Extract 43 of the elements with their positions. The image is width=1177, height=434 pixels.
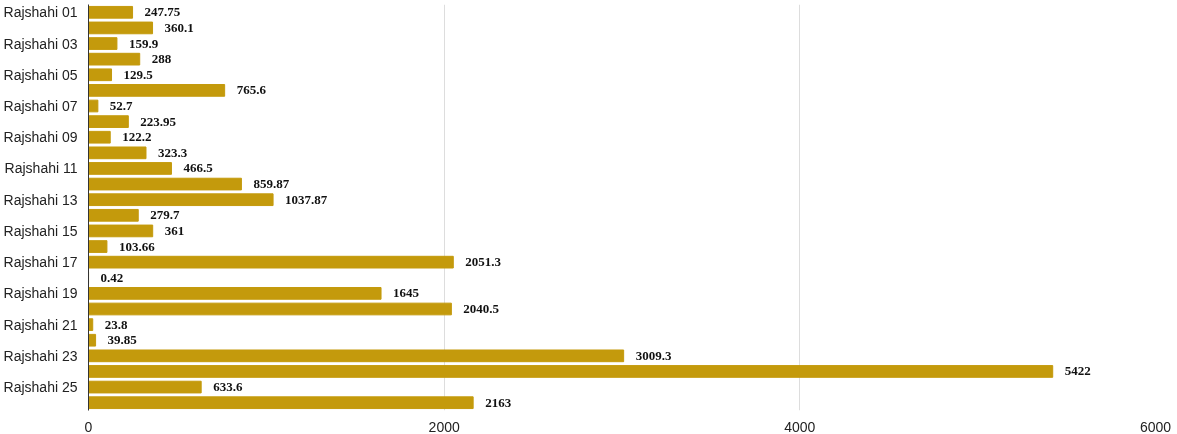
data-label: 859.87	[253, 176, 290, 192]
y-tick-label: Rajshahi 01	[3, 4, 78, 21]
data-label: 3009.3	[635, 347, 672, 363]
data-label: 223.95	[140, 113, 177, 129]
y-tick-label: Rajshahi 05	[3, 66, 78, 83]
y-tick-label: Rajshahi 09	[3, 129, 78, 146]
data-label: 247.75	[144, 4, 181, 20]
x-tick-label: 6000	[1139, 418, 1172, 434]
data-label: 5422	[1064, 363, 1091, 379]
data-label: 466.5	[183, 160, 214, 176]
data-label: 159.9	[128, 35, 159, 51]
y-tick-label: Rajshahi 17	[3, 254, 78, 271]
y-tick-label: Rajshahi 15	[3, 222, 78, 239]
data-label: 361	[164, 222, 185, 238]
data-label: 0.42	[100, 269, 124, 285]
x-tick-label: 4000	[784, 418, 816, 434]
data-label: 360.1	[164, 19, 194, 35]
y-tick-label: Rajshahi 07	[3, 98, 78, 114]
y-tick-label: Rajshahi 19	[3, 285, 78, 302]
data-label: 288	[151, 51, 172, 67]
data-label: 129.5	[123, 66, 154, 82]
data-label: 765.6	[236, 82, 267, 98]
data-label: 1037.87	[285, 191, 328, 207]
data-label: 323.3	[157, 144, 188, 160]
x-tick-label: 2000	[428, 418, 460, 434]
y-tick-label: Rajshahi 03	[3, 35, 78, 52]
y-tick-label: Rajshahi 11	[4, 160, 78, 177]
y-tick-label: Rajshahi 25	[3, 379, 78, 396]
y-tick-label: Rajshahi 23	[3, 347, 78, 364]
y-tick-label: Rajshahi 13	[3, 191, 78, 208]
data-label: 2040.5	[463, 301, 500, 316]
data-label: 23.8	[104, 316, 128, 332]
data-label: 39.85	[107, 332, 138, 348]
data-label: 122.2	[122, 129, 152, 145]
data-label: 1645	[393, 285, 420, 301]
data-label: 2051.3	[465, 254, 502, 270]
x-tick-label: 0	[84, 418, 93, 434]
data-label: 2163	[485, 394, 512, 410]
data-label: 52.7	[109, 98, 134, 113]
y-tick-label: Rajshahi 21	[3, 316, 78, 333]
data-label: 279.7	[150, 207, 180, 223]
data-label: 633.6	[213, 379, 243, 395]
data-label: 103.66	[118, 238, 156, 254]
